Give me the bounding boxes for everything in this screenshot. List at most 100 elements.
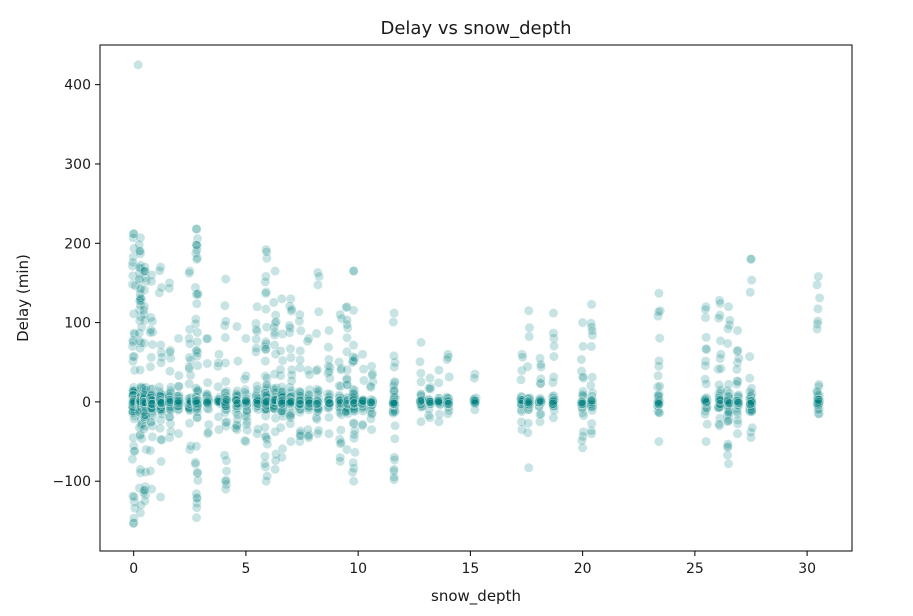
scatter-point bbox=[203, 427, 214, 438]
scatter-point bbox=[220, 358, 231, 368]
scatter-point bbox=[434, 409, 445, 420]
scatter-point bbox=[349, 433, 359, 444]
scatter-point bbox=[390, 433, 400, 444]
scatter-point bbox=[261, 271, 271, 282]
scatter-point bbox=[221, 395, 232, 405]
scatter-point bbox=[192, 397, 202, 408]
scatter-point bbox=[284, 398, 295, 409]
scatter-point bbox=[286, 304, 297, 315]
scatter-point bbox=[313, 280, 323, 290]
scatter-point bbox=[516, 374, 526, 385]
scatter-point bbox=[335, 456, 346, 467]
scatter-point bbox=[812, 386, 822, 397]
scatter-point bbox=[203, 395, 214, 406]
scatter-point bbox=[192, 360, 203, 371]
scatter-point bbox=[549, 341, 559, 351]
scatter-point bbox=[311, 328, 322, 339]
scatter-point bbox=[442, 354, 452, 365]
scatter-point bbox=[261, 304, 271, 314]
scatter-point bbox=[146, 484, 157, 494]
scatter-point bbox=[251, 324, 262, 335]
x-tick-label: 25 bbox=[686, 561, 704, 577]
scatter-point bbox=[366, 394, 376, 405]
scatter-point bbox=[202, 398, 212, 408]
scatter-point bbox=[747, 422, 758, 433]
scatter-point bbox=[335, 381, 346, 392]
scatter-point bbox=[416, 416, 426, 427]
scatter-point bbox=[241, 333, 251, 344]
scatter-point bbox=[389, 474, 399, 485]
scatter-point bbox=[715, 298, 726, 309]
scatter-point bbox=[285, 410, 296, 421]
scatter-point bbox=[576, 354, 587, 365]
scatter-point bbox=[261, 246, 272, 257]
scatter-point bbox=[277, 443, 288, 454]
scatter-point bbox=[733, 376, 743, 387]
scatter-point bbox=[587, 325, 598, 336]
scatter-point bbox=[240, 395, 251, 406]
x-axis: 0 5 10 15 20 25 30 bbox=[129, 551, 816, 577]
scatter-point bbox=[268, 297, 279, 308]
scatter-point bbox=[586, 399, 597, 409]
scatter-point bbox=[342, 332, 352, 343]
scatter-point bbox=[185, 441, 196, 451]
scatter-point bbox=[745, 287, 756, 298]
scatter-point bbox=[128, 233, 138, 243]
scatter-point bbox=[425, 373, 435, 383]
scatter-point bbox=[156, 456, 166, 467]
scatter-point bbox=[134, 335, 145, 346]
scatter-point bbox=[261, 337, 271, 347]
scatter-point bbox=[220, 376, 231, 387]
scatter-point bbox=[173, 333, 184, 344]
scatter-point bbox=[416, 337, 426, 348]
scatter-point bbox=[522, 361, 533, 372]
scatter-point bbox=[173, 381, 184, 392]
scatter-point bbox=[342, 315, 352, 325]
scatter-point bbox=[269, 330, 280, 340]
scatter-point bbox=[425, 397, 435, 408]
scatter-point bbox=[723, 323, 733, 334]
scatter-point bbox=[128, 337, 138, 347]
scatter-point bbox=[535, 353, 545, 364]
scatter-point bbox=[744, 373, 755, 384]
scatter-point bbox=[260, 277, 271, 287]
scatter-point bbox=[174, 381, 184, 391]
scatter-point bbox=[444, 372, 455, 382]
scatter-point bbox=[220, 274, 231, 284]
scatter-point bbox=[191, 224, 202, 234]
scatter-point bbox=[732, 345, 743, 356]
scatter-point bbox=[145, 445, 156, 456]
scatter-point bbox=[191, 298, 202, 309]
scatter-point bbox=[716, 349, 726, 360]
scatter-point bbox=[366, 424, 377, 435]
scatter-point bbox=[128, 351, 138, 362]
scatter-point bbox=[202, 358, 213, 369]
scatter-point bbox=[135, 343, 145, 354]
scatter-point bbox=[744, 351, 755, 362]
scatter-point bbox=[586, 318, 596, 329]
scatter-point bbox=[424, 404, 434, 415]
scatter-point bbox=[585, 380, 596, 391]
scatter-point bbox=[443, 399, 454, 409]
scatter-point bbox=[239, 374, 250, 384]
scatter-point bbox=[285, 418, 296, 429]
scatter-point bbox=[303, 431, 314, 442]
scatter-point bbox=[260, 288, 271, 299]
scatter-point bbox=[388, 398, 399, 409]
scatter-point bbox=[220, 332, 231, 343]
scatter-point bbox=[587, 372, 598, 383]
scatter-point bbox=[723, 379, 734, 390]
scatter-point bbox=[221, 466, 232, 476]
scatter-point bbox=[732, 346, 743, 356]
scatter-point bbox=[128, 440, 139, 451]
scatter-point bbox=[136, 500, 146, 511]
scatter-point bbox=[192, 288, 203, 299]
scatter-point bbox=[470, 397, 480, 408]
scatter-point bbox=[577, 371, 588, 382]
scatter-point bbox=[285, 323, 296, 333]
scatter-point bbox=[203, 419, 214, 430]
scatter-point bbox=[335, 452, 345, 463]
scatter-point bbox=[348, 340, 359, 350]
scatter-point bbox=[221, 421, 231, 431]
